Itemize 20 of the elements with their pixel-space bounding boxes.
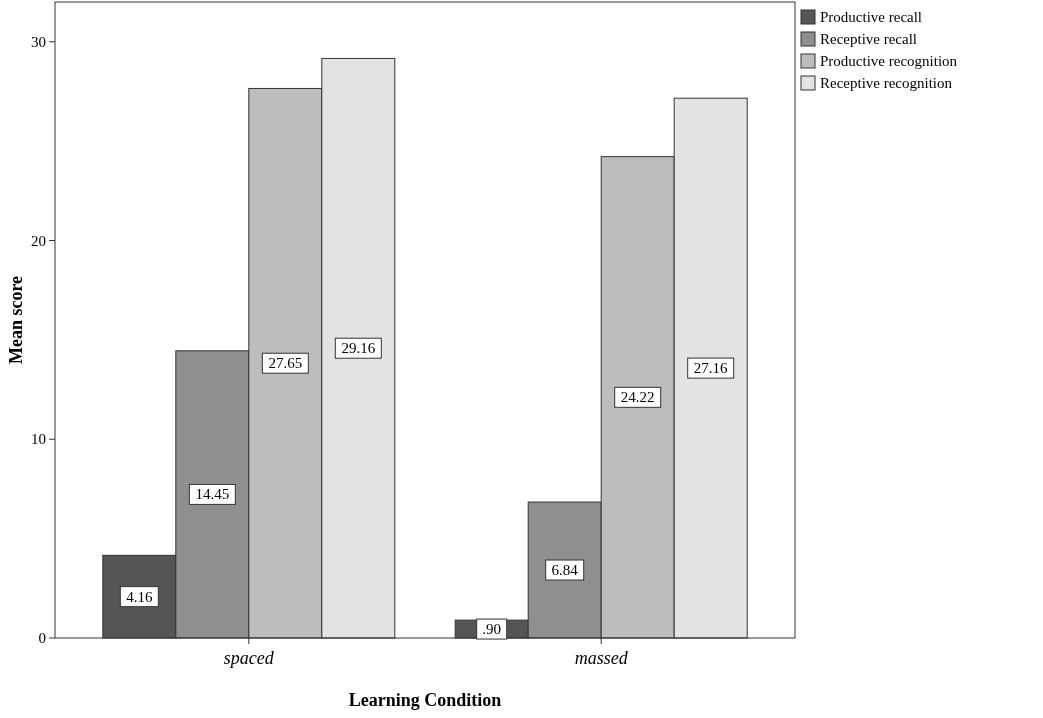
data-label: 4.16 [126, 588, 153, 605]
legend-label: Receptive recall [820, 31, 918, 47]
data-label: 24.22 [620, 389, 655, 406]
y-tick-label: 10 [31, 431, 46, 448]
legend-label: Receptive recognition [820, 75, 953, 91]
data-label: .90 [482, 621, 502, 638]
x-tick-label: spaced [223, 648, 275, 668]
legend-label: Productive recognition [820, 53, 958, 69]
x-axis-title: Learning Condition [348, 690, 502, 710]
data-label: 14.45 [195, 486, 230, 503]
legend-label: Productive recall [820, 9, 923, 25]
y-axis-title: Mean score [6, 275, 26, 365]
y-tick-label: 0 [38, 630, 46, 646]
data-label: 27.16 [693, 360, 729, 377]
data-label: 6.84 [551, 562, 579, 579]
data-label: 27.65 [268, 355, 303, 372]
y-tick-label: 20 [31, 232, 46, 249]
data-label: 29.16 [341, 340, 376, 357]
y-tick-label: 30 [31, 33, 46, 50]
x-tick-label: massed [574, 648, 629, 668]
